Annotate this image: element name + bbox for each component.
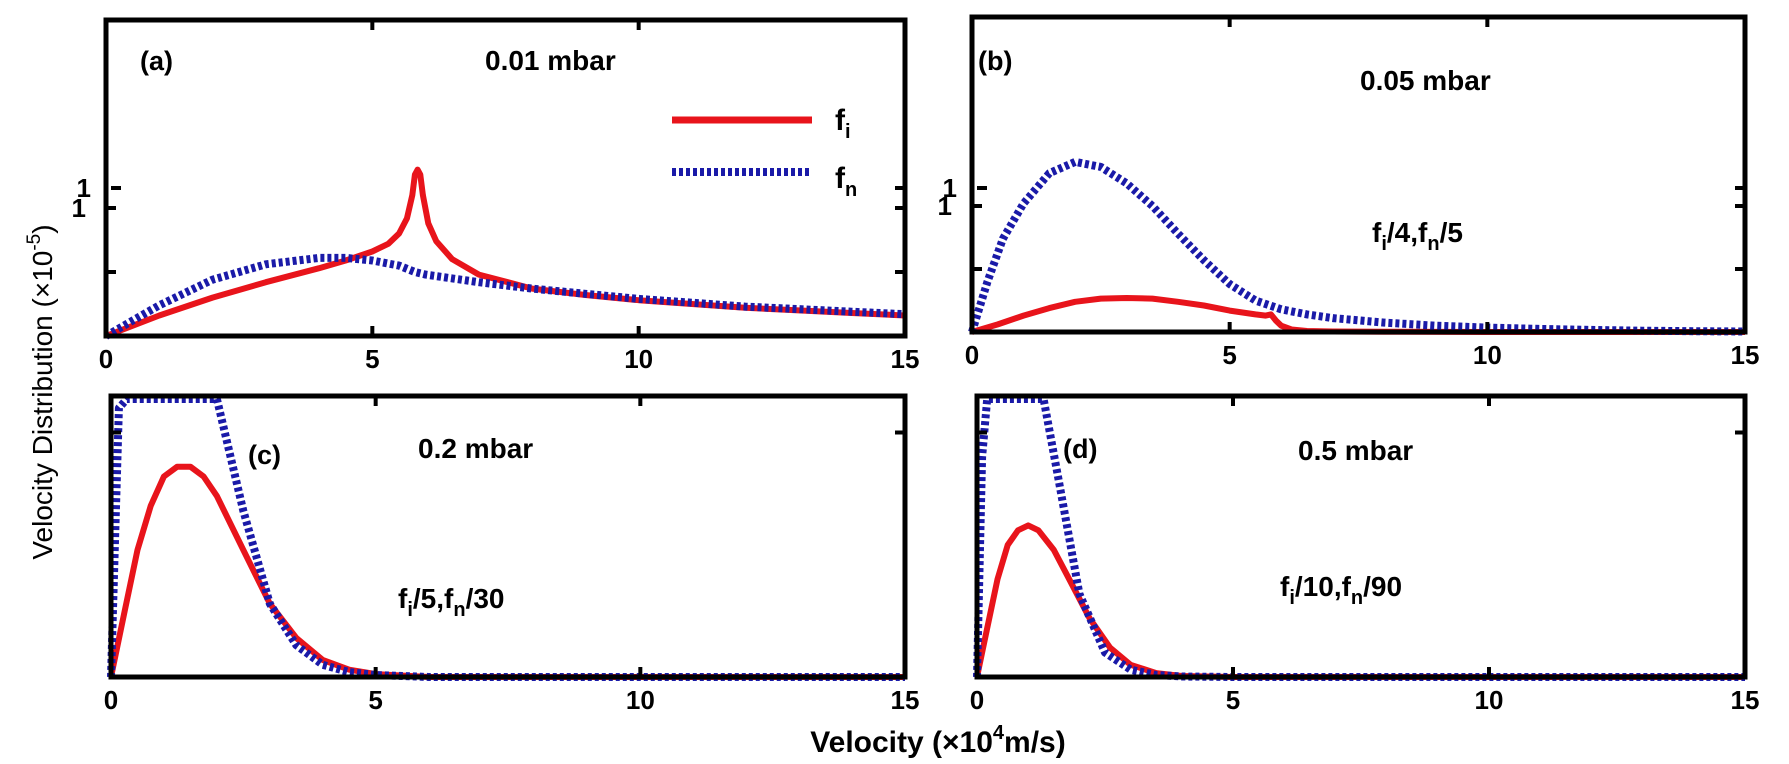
x-tick-label-c: 0 (104, 685, 118, 715)
pressure-label-c: 0.2 mbar (418, 433, 533, 464)
scale-note-d: fi/10,fn/90 (1280, 571, 1402, 609)
pressure-label-a: 0.01 mbar (485, 45, 616, 76)
x-axis-title: Velocity (×104m/s) (810, 722, 1065, 759)
plot-frame-d (974, 393, 1748, 680)
plot-frame-a (103, 17, 908, 339)
panel-label-a: (a) (140, 46, 173, 76)
x-tick-label-c: 10 (626, 685, 655, 715)
legend: fi fn (672, 104, 857, 201)
x-tick-label-c: 15 (891, 685, 920, 715)
x-tick-label-d: 10 (1475, 685, 1504, 715)
x-tick-label-d: 5 (1226, 685, 1240, 715)
panel-label-d: (d) (1063, 434, 1097, 464)
scale-note-b: fi/4,fn/5 (1372, 217, 1463, 255)
plot-frame-c (108, 393, 908, 680)
legend-neutral-label: fn (835, 162, 857, 201)
series-fn-c (107, 395, 905, 681)
panel-label-b: (b) (978, 46, 1012, 76)
x-tick-label-c: 5 (368, 685, 382, 715)
panel-label-c: (c) (248, 440, 281, 470)
x-tick-label-d: 15 (1731, 685, 1760, 715)
panel-c: 0 5 10 15 1 (c) 0.2 mbar fi/5,fn/30 (77, 173, 920, 715)
pressure-label-d: 0.5 mbar (1298, 435, 1413, 466)
x-tick-label-a: 5 (365, 344, 379, 374)
series-fi-a (104, 166, 906, 339)
y-axis-title: Velocity Distribution (×10-5) (24, 224, 58, 559)
series-fi-c (108, 463, 905, 680)
x-tick-label-a: 15 (891, 344, 920, 374)
y-tick-label-b: 1 (938, 191, 952, 221)
panel-b: 0 5 10 15 1 (b) 0.05 mbar fi/4,fn/5 (938, 14, 1760, 370)
x-tick-label-b: 10 (1473, 340, 1502, 370)
panel-d: 0 5 10 15 1 (d) 0.5 mbar fi/10,fn/90 (943, 173, 1760, 715)
panel-a: 0 5 10 15 1 (a) 0.01 mbar (72, 17, 920, 374)
scale-note-c: fi/5,fn/30 (398, 583, 505, 621)
x-tick-label-a: 10 (624, 344, 653, 374)
y-tick-label-c: 1 (77, 173, 91, 203)
plot-frame-b (969, 14, 1748, 335)
y-tick-label-a: 1 (72, 193, 86, 223)
x-tick-label-d: 0 (970, 685, 984, 715)
series-fn-a (103, 253, 906, 340)
series-fn-b (968, 157, 1746, 336)
x-tick-label-a: 0 (99, 344, 113, 374)
x-tick-label-b: 0 (965, 340, 979, 370)
legend-ion-label: fi (835, 104, 851, 143)
x-tick-label-b: 5 (1222, 340, 1236, 370)
pressure-label-b: 0.05 mbar (1360, 65, 1491, 96)
x-tick-label-b: 15 (1731, 340, 1760, 370)
y-tick-label-d: 1 (943, 173, 957, 203)
